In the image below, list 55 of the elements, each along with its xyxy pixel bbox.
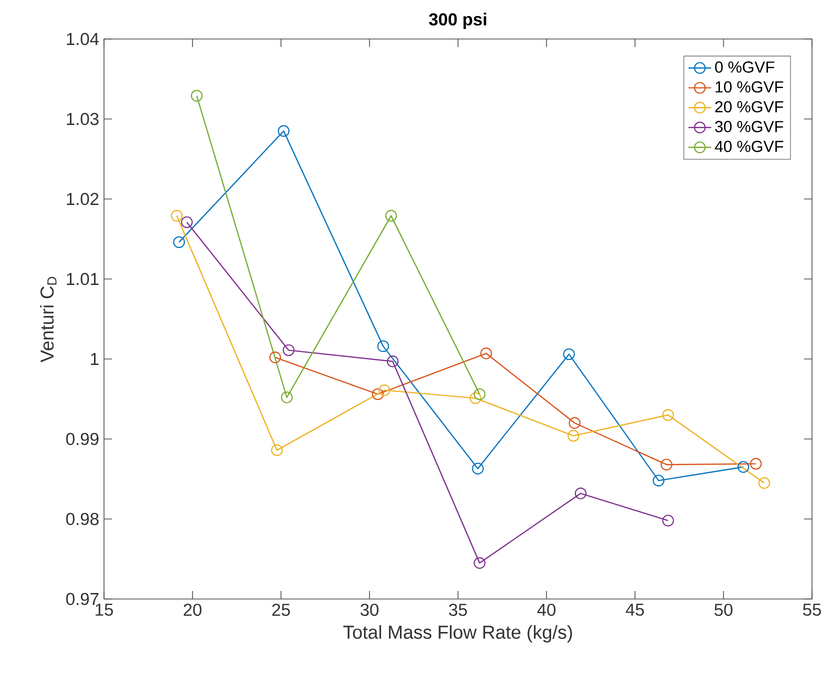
point — [377, 340, 389, 352]
point — [385, 210, 397, 222]
point — [758, 477, 770, 489]
x-tick-label: 35 — [449, 604, 467, 616]
point — [170, 210, 183, 222]
point — [563, 348, 575, 360]
chart-title: 300 psi — [429, 12, 486, 29]
point — [474, 388, 486, 400]
point — [568, 430, 580, 442]
point — [372, 388, 384, 400]
point — [480, 348, 492, 360]
point — [173, 236, 185, 248]
legend-label: 20 %GVF — [715, 101, 784, 112]
point — [662, 409, 674, 421]
y-tick-label: 1.04 — [66, 32, 99, 46]
y-tick-label: 0.99 — [66, 432, 98, 446]
x-tick-label: 30 — [360, 604, 378, 616]
x-axis-title: Total Mass Flow Rate (kg/s) — [343, 625, 572, 643]
y-tick-label: 1.02 — [66, 192, 98, 206]
x-tick-label: 25 — [272, 604, 290, 616]
point — [278, 125, 290, 137]
x-tick-label: 20 — [184, 604, 202, 616]
x-tick-label: 50 — [714, 604, 732, 616]
y-axis-title: Venturi C$_{D}$ — [40, 276, 56, 362]
x-tick-label: 45 — [626, 604, 644, 616]
legend-label: 40 %GVF — [714, 140, 784, 152]
y-tick-label: 1.01 — [66, 272, 98, 286]
point — [180, 216, 193, 228]
point — [652, 474, 664, 486]
point — [470, 392, 482, 404]
point — [568, 417, 581, 429]
point — [280, 392, 293, 404]
x-tick-label: 15 — [96, 604, 113, 616]
y-tick-label: 0.97 — [66, 592, 98, 606]
point — [660, 458, 672, 470]
x-tick-label: 55 — [803, 604, 821, 616]
legend-label: 10 %GVF — [716, 81, 784, 93]
point — [378, 384, 390, 396]
point — [472, 462, 484, 474]
point — [662, 514, 674, 526]
point — [737, 461, 750, 473]
point — [474, 557, 486, 569]
x-tick-label: 40 — [537, 604, 556, 616]
y-tick-label: 1 — [90, 353, 98, 365]
y-tick-label: 0.98 — [66, 512, 99, 526]
y-tick-label: 1.03 — [66, 112, 99, 126]
legend-label: 30 %GVF — [715, 120, 784, 132]
point — [269, 352, 282, 364]
point — [190, 90, 203, 102]
point — [574, 488, 587, 500]
point — [750, 458, 762, 470]
point — [271, 444, 283, 456]
legend-label: 0 %GVF — [715, 61, 774, 73]
point — [282, 344, 294, 356]
point — [386, 356, 399, 368]
